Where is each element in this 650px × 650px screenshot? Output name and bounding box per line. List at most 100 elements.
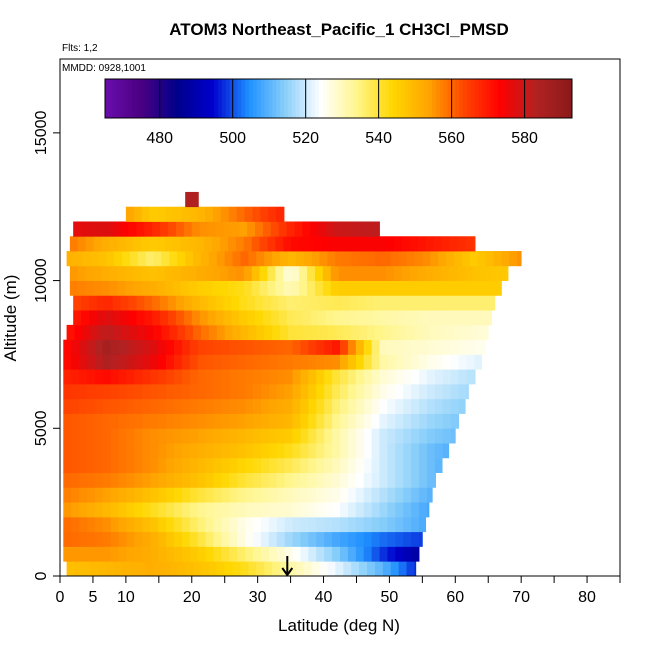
colorbar-segment — [389, 79, 394, 118]
heatmap-cell — [316, 502, 325, 518]
heatmap-cell — [434, 354, 444, 370]
heatmap-cell — [240, 251, 249, 267]
heatmap-cell — [355, 398, 365, 414]
heatmap-cell — [379, 502, 388, 518]
heatmap-cell — [189, 428, 199, 444]
heatmap-cell — [371, 413, 380, 429]
heatmap-cell — [324, 516, 333, 533]
colorbar-segment — [233, 79, 238, 118]
heatmap-cell — [426, 398, 436, 414]
heatmap-cell — [235, 236, 245, 252]
heatmap-cell — [235, 265, 245, 281]
heatmap-cell — [267, 280, 276, 296]
heatmap-cell — [394, 280, 403, 296]
heatmap-cell — [158, 516, 167, 533]
x-tick-label: 50 — [381, 589, 399, 606]
heatmap-cell — [71, 398, 80, 414]
heatmap-cell — [302, 295, 311, 311]
heatmap-cell — [173, 383, 183, 400]
heatmap-cell — [110, 487, 120, 503]
heatmap-cell — [473, 265, 482, 281]
heatmap-cell — [292, 457, 301, 473]
heatmap-cell — [109, 236, 118, 252]
heatmap-cell — [357, 221, 367, 237]
colorbar-segment — [284, 79, 289, 118]
heatmap-cell — [477, 324, 486, 341]
heatmap-cell — [253, 502, 262, 518]
heatmap-cell — [355, 531, 365, 547]
heatmap-cell — [102, 428, 112, 444]
heatmap-cell — [367, 561, 376, 577]
heatmap-cell — [134, 487, 143, 503]
heatmap-cell — [363, 487, 373, 503]
heatmap-cell — [403, 443, 412, 459]
heatmap-cell — [436, 295, 446, 311]
heatmap-cell — [260, 339, 270, 355]
colorbar-segment — [295, 79, 301, 118]
colorbar-segment — [463, 79, 468, 118]
heatmap-cell — [474, 339, 483, 355]
colorbar-segment — [229, 79, 234, 118]
heatmap-cell — [278, 221, 288, 237]
heatmap-cell — [181, 443, 191, 459]
colorbar-tick-label: 560 — [438, 130, 465, 147]
colorbar-segment — [237, 79, 242, 118]
colorbar-segment — [451, 79, 456, 118]
heatmap-cell — [284, 502, 293, 518]
heatmap-cell — [332, 472, 341, 488]
heatmap-cell — [189, 546, 199, 562]
heatmap-cell — [452, 310, 461, 326]
colorbar-segment — [424, 79, 429, 118]
heatmap-cell — [144, 221, 153, 237]
heatmap-cell — [276, 339, 286, 355]
heatmap-cell — [286, 310, 295, 326]
heatmap-cell — [191, 310, 201, 326]
heatmap-cell — [87, 487, 96, 503]
heatmap-cell — [253, 413, 262, 429]
heatmap-cell — [330, 236, 340, 252]
heatmap-cell — [316, 428, 325, 444]
heatmap-cell — [458, 339, 467, 355]
heatmap-cell — [79, 413, 88, 429]
colorbar-segment — [428, 79, 433, 118]
heatmap-cell — [299, 265, 308, 281]
heatmap-cell — [450, 369, 459, 385]
heatmap-cell — [197, 398, 206, 414]
heatmap-cell — [324, 457, 333, 473]
heatmap-cell — [207, 310, 216, 326]
heatmap-cell — [196, 265, 205, 281]
heatmap-cell — [284, 383, 293, 400]
heatmap-cell — [260, 413, 270, 429]
heatmap-cell — [259, 265, 268, 281]
heatmap-cell — [150, 398, 159, 414]
heatmap-cell — [355, 413, 365, 429]
heatmap-cell — [310, 310, 319, 326]
heatmap-cell — [379, 369, 388, 385]
heatmap-cell — [166, 339, 175, 355]
heatmap-cell — [434, 443, 444, 459]
heatmap-cell — [223, 221, 232, 237]
heatmap-cell — [434, 472, 436, 488]
heatmap-cell — [110, 531, 120, 547]
heatmap-cell — [284, 369, 293, 385]
heatmap-cell — [126, 398, 135, 414]
heatmap-cell — [126, 339, 135, 355]
heatmap-cell — [213, 531, 222, 547]
heatmap-cell — [221, 502, 230, 518]
heatmap-cell — [93, 236, 102, 252]
heatmap-cell — [411, 516, 420, 533]
heatmap-cell — [71, 383, 80, 400]
heatmap-cell — [272, 561, 281, 577]
heatmap-cell — [300, 369, 309, 385]
heatmap-cell — [411, 457, 420, 473]
colorbar-tick-label: 580 — [511, 130, 538, 147]
heatmap-cell — [363, 472, 373, 488]
heatmap-cell — [332, 457, 341, 473]
heatmap-cell — [374, 251, 384, 267]
heatmap-cell — [82, 251, 91, 267]
heatmap-cell — [284, 457, 293, 473]
heatmap-cell — [120, 295, 129, 311]
heatmap-cell — [150, 457, 159, 473]
heatmap-cell — [207, 221, 216, 237]
heatmap-cell — [73, 310, 82, 326]
